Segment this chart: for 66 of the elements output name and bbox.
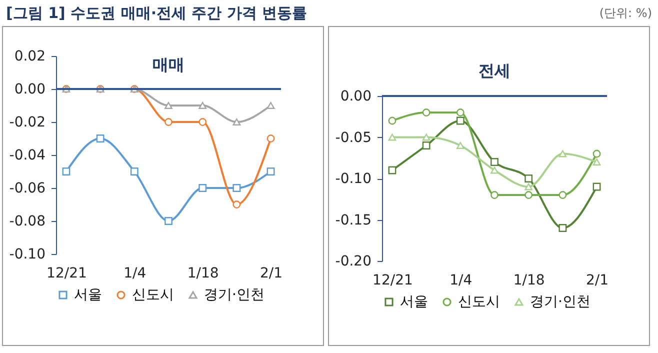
y-tick-label: -0.10 — [335, 171, 372, 187]
legend-label: 서울 — [74, 287, 102, 303]
point — [456, 116, 464, 125]
legend-label: 경기·인천 — [204, 287, 264, 303]
point — [490, 166, 498, 174]
legend-label: 신도시 — [132, 287, 174, 303]
point — [524, 191, 533, 199]
x-tick-label: 1/18 — [187, 266, 219, 282]
legend-label: 신도시 — [458, 294, 500, 310]
point — [232, 200, 241, 208]
chart-subtitle: 전세 — [478, 61, 510, 80]
x-tick-label: 1/4 — [450, 272, 472, 288]
chart-title: [그림 1] 수도권 매매·전세 주간 가격 변동률 — [6, 4, 308, 23]
point — [266, 168, 275, 176]
point — [198, 184, 207, 192]
y-tick-label: -0.06 — [9, 180, 46, 196]
x-tick-label: 12/21 — [372, 272, 413, 288]
point — [388, 134, 396, 141]
legend-label: 서울 — [400, 294, 428, 310]
y-tick-label: -0.02 — [9, 114, 46, 130]
point — [266, 102, 275, 110]
point — [422, 134, 430, 141]
point — [388, 166, 396, 174]
y-tick-label: -0.05 — [335, 130, 372, 146]
point — [388, 116, 396, 125]
point — [130, 168, 138, 176]
chart-subtitle: 매매 — [152, 55, 184, 74]
point — [456, 142, 464, 150]
point — [164, 102, 172, 110]
y-tick-label: -0.15 — [335, 212, 372, 228]
point — [266, 134, 275, 142]
point — [490, 158, 498, 166]
point — [524, 183, 533, 190]
y-tick-label: 0.02 — [14, 48, 46, 64]
x-tick-label: 1/4 — [124, 266, 146, 282]
point — [62, 168, 70, 176]
point — [198, 102, 207, 110]
point — [592, 158, 601, 166]
point — [422, 142, 430, 150]
text: (단위: %) — [599, 5, 652, 22]
point — [558, 191, 567, 199]
point — [164, 118, 172, 126]
point — [422, 108, 430, 116]
point — [592, 150, 601, 158]
x-tick-label: 2/1 — [586, 272, 609, 288]
point — [164, 217, 172, 225]
point — [456, 108, 464, 116]
x-tick-label: 12/21 — [46, 266, 87, 282]
point — [490, 191, 498, 199]
y-tick-label: -0.08 — [9, 214, 46, 230]
point — [524, 174, 533, 182]
x-tick-label: 2/1 — [260, 266, 283, 282]
y-tick-label: 0.00 — [14, 82, 46, 98]
y-tick-label: -0.04 — [9, 148, 46, 164]
x-tick-label: 1/18 — [513, 272, 545, 288]
point — [198, 118, 207, 126]
point — [558, 150, 567, 158]
y-tick-label: -0.10 — [9, 246, 46, 262]
point — [232, 118, 241, 126]
point — [232, 184, 241, 192]
point — [96, 134, 104, 142]
point — [558, 224, 567, 232]
y-tick-label: -0.20 — [335, 254, 372, 270]
legend-label: 경기·인천 — [530, 294, 590, 310]
y-tick-label: 0.00 — [340, 88, 372, 104]
point — [592, 182, 601, 191]
